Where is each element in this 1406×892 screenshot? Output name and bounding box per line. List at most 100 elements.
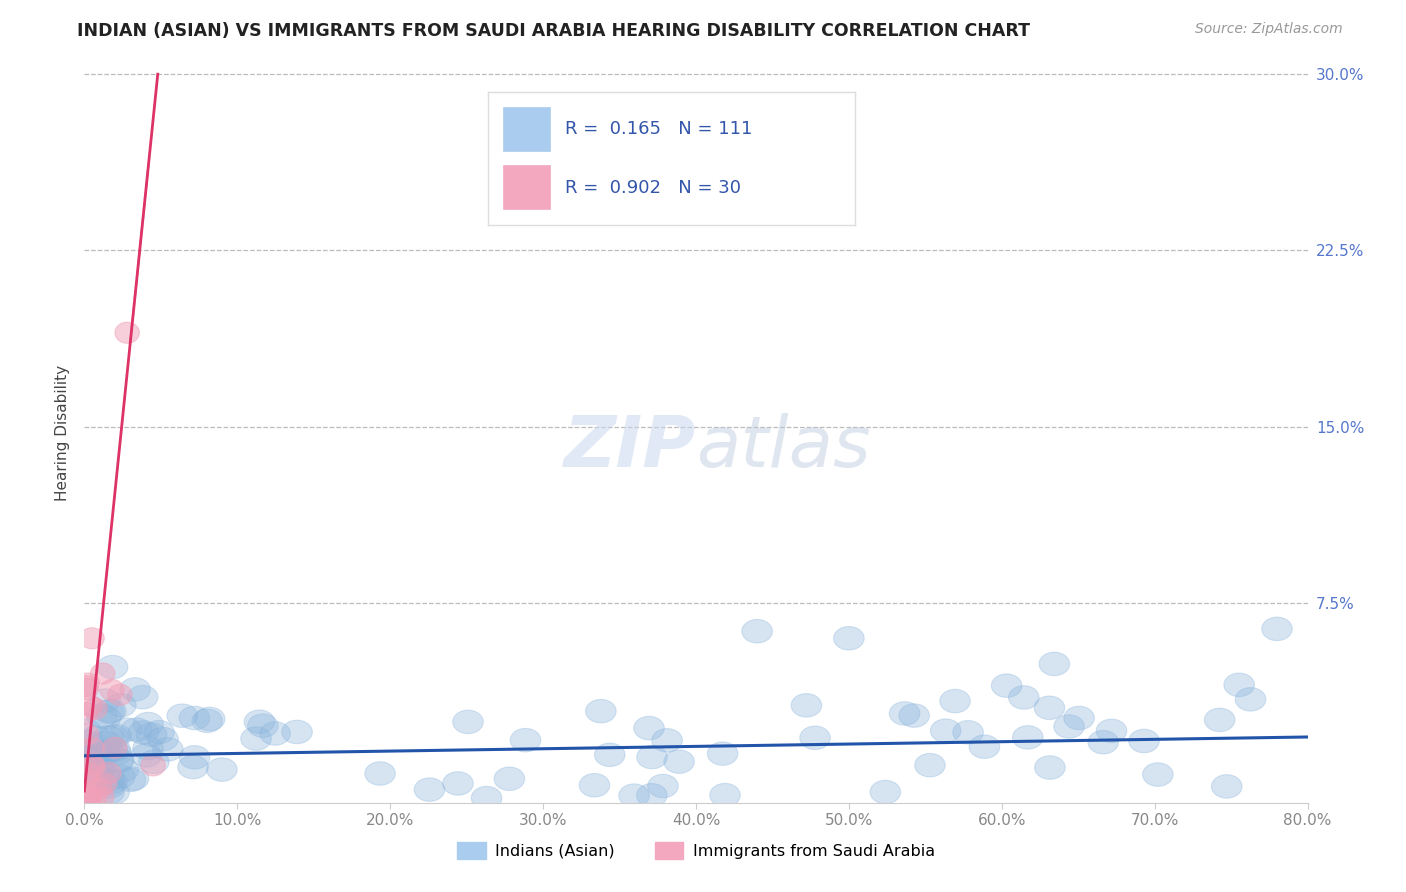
Ellipse shape xyxy=(80,739,111,763)
Ellipse shape xyxy=(177,756,208,779)
Ellipse shape xyxy=(619,784,650,807)
Ellipse shape xyxy=(76,749,107,773)
Ellipse shape xyxy=(579,773,610,797)
Ellipse shape xyxy=(72,747,103,771)
Ellipse shape xyxy=(194,707,225,731)
Ellipse shape xyxy=(1205,708,1234,731)
Ellipse shape xyxy=(120,678,150,701)
Ellipse shape xyxy=(76,763,100,784)
Ellipse shape xyxy=(100,738,131,761)
Ellipse shape xyxy=(179,706,209,730)
Ellipse shape xyxy=(648,774,678,797)
Ellipse shape xyxy=(70,719,101,742)
Ellipse shape xyxy=(115,768,146,791)
Ellipse shape xyxy=(167,704,197,728)
Ellipse shape xyxy=(76,788,100,809)
Ellipse shape xyxy=(1143,763,1173,786)
Ellipse shape xyxy=(707,742,738,765)
Ellipse shape xyxy=(510,729,541,752)
Text: ZIP: ZIP xyxy=(564,413,696,482)
Ellipse shape xyxy=(90,706,121,730)
Ellipse shape xyxy=(90,786,114,807)
Ellipse shape xyxy=(637,783,666,807)
Ellipse shape xyxy=(128,685,157,709)
Ellipse shape xyxy=(98,725,128,748)
Ellipse shape xyxy=(101,741,132,765)
Ellipse shape xyxy=(1035,696,1064,720)
Ellipse shape xyxy=(93,773,117,795)
Ellipse shape xyxy=(93,726,124,749)
Ellipse shape xyxy=(364,762,395,785)
Ellipse shape xyxy=(1261,617,1292,640)
Ellipse shape xyxy=(132,713,163,736)
Ellipse shape xyxy=(281,720,312,744)
Ellipse shape xyxy=(73,702,97,723)
Ellipse shape xyxy=(742,619,772,643)
Ellipse shape xyxy=(652,729,682,752)
Ellipse shape xyxy=(1212,774,1241,798)
Ellipse shape xyxy=(75,769,100,790)
Ellipse shape xyxy=(103,737,127,758)
Ellipse shape xyxy=(73,731,103,754)
Ellipse shape xyxy=(143,721,174,744)
Ellipse shape xyxy=(90,741,121,764)
Ellipse shape xyxy=(73,782,98,804)
Ellipse shape xyxy=(84,754,115,778)
Ellipse shape xyxy=(73,746,103,769)
Ellipse shape xyxy=(415,778,444,801)
Ellipse shape xyxy=(90,689,121,713)
Ellipse shape xyxy=(80,754,104,775)
Ellipse shape xyxy=(98,780,129,804)
Ellipse shape xyxy=(180,746,209,769)
Ellipse shape xyxy=(118,767,149,790)
Ellipse shape xyxy=(152,738,183,761)
Ellipse shape xyxy=(97,738,128,761)
Ellipse shape xyxy=(1035,756,1066,780)
Ellipse shape xyxy=(207,758,238,781)
Ellipse shape xyxy=(1008,686,1039,709)
Ellipse shape xyxy=(115,322,139,343)
Ellipse shape xyxy=(1088,731,1119,754)
Ellipse shape xyxy=(969,735,1000,758)
Ellipse shape xyxy=(80,738,104,758)
Ellipse shape xyxy=(585,699,616,723)
Ellipse shape xyxy=(75,673,100,694)
Ellipse shape xyxy=(111,718,142,741)
Ellipse shape xyxy=(97,771,128,794)
Ellipse shape xyxy=(792,694,821,717)
Ellipse shape xyxy=(953,721,983,744)
Ellipse shape xyxy=(191,709,222,732)
Ellipse shape xyxy=(136,723,167,747)
Ellipse shape xyxy=(108,684,132,706)
Ellipse shape xyxy=(101,724,131,747)
Ellipse shape xyxy=(97,656,128,679)
Ellipse shape xyxy=(991,674,1022,698)
Y-axis label: Hearing Disability: Hearing Disability xyxy=(55,365,70,500)
Ellipse shape xyxy=(86,743,117,766)
Ellipse shape xyxy=(595,743,626,766)
Ellipse shape xyxy=(80,628,104,648)
Ellipse shape xyxy=(240,727,271,750)
Ellipse shape xyxy=(94,700,124,723)
Ellipse shape xyxy=(634,716,664,739)
Ellipse shape xyxy=(637,746,668,769)
Ellipse shape xyxy=(453,710,484,733)
Ellipse shape xyxy=(105,693,136,717)
Ellipse shape xyxy=(471,787,502,810)
Ellipse shape xyxy=(73,675,98,697)
Ellipse shape xyxy=(121,718,152,741)
Ellipse shape xyxy=(94,767,125,791)
Ellipse shape xyxy=(75,724,98,745)
Ellipse shape xyxy=(870,780,901,804)
Ellipse shape xyxy=(80,762,110,786)
Ellipse shape xyxy=(104,765,135,789)
Ellipse shape xyxy=(260,722,291,745)
Ellipse shape xyxy=(82,778,105,799)
Ellipse shape xyxy=(834,626,865,650)
Ellipse shape xyxy=(931,719,960,742)
Ellipse shape xyxy=(94,780,124,804)
Ellipse shape xyxy=(710,783,741,807)
Ellipse shape xyxy=(247,714,278,738)
Ellipse shape xyxy=(76,788,101,809)
Ellipse shape xyxy=(97,763,121,784)
